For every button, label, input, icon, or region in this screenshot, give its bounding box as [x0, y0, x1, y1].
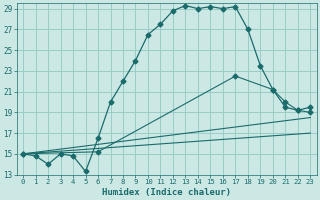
X-axis label: Humidex (Indice chaleur): Humidex (Indice chaleur) [102, 188, 231, 197]
